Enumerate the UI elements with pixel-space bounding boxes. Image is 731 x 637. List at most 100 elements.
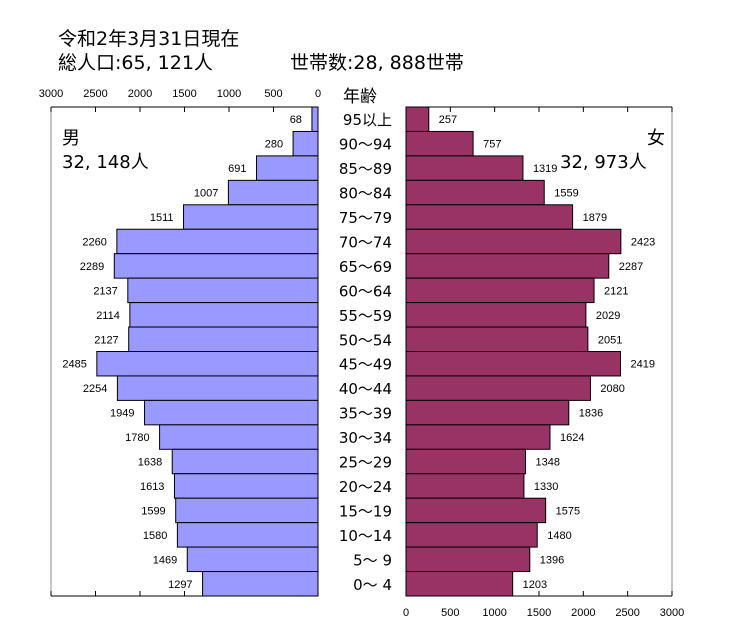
female-value-label: 1575 bbox=[556, 505, 580, 517]
female-bar bbox=[405, 351, 621, 377]
age-group-label: 10～14 bbox=[339, 527, 392, 545]
female-value-label: 1480 bbox=[547, 530, 571, 542]
female-value-label: 2287 bbox=[619, 261, 643, 273]
age-group-label: 80～84 bbox=[339, 185, 392, 203]
male-value-label: 1580 bbox=[143, 530, 167, 542]
male-label: 男 bbox=[62, 128, 80, 149]
female-value-label: 1348 bbox=[536, 457, 560, 469]
male-bar bbox=[183, 204, 319, 230]
male-value-label: 1469 bbox=[153, 554, 177, 566]
age-group-label: 40～44 bbox=[339, 380, 392, 398]
female-value-label: 1319 bbox=[533, 163, 557, 175]
female-value-label: 1203 bbox=[523, 579, 547, 591]
female-value-label: 257 bbox=[439, 114, 457, 126]
age-group-label: 0～ 4 bbox=[353, 576, 392, 594]
age-group-label: 45～49 bbox=[339, 356, 392, 374]
male-value-label: 68 bbox=[290, 114, 302, 126]
female-bar bbox=[405, 228, 622, 255]
male-bar bbox=[129, 302, 319, 328]
male-bar bbox=[176, 522, 319, 548]
age-group-label: 25～29 bbox=[339, 454, 392, 472]
male-value-label: 2485 bbox=[62, 359, 86, 371]
female-value-label: 1559 bbox=[554, 188, 578, 200]
right-tick-label: 3000 bbox=[660, 607, 684, 619]
female-value-label: 2051 bbox=[598, 334, 622, 346]
female-bar bbox=[405, 497, 547, 524]
population-total: 総人口:65, 121人 bbox=[58, 52, 213, 74]
left-tick-label: 1000 bbox=[217, 88, 241, 100]
male-bar bbox=[311, 106, 319, 132]
age-group-label: 95以上 bbox=[343, 111, 392, 129]
left-tick-label: 3000 bbox=[39, 88, 63, 100]
male-value-label: 1780 bbox=[125, 432, 149, 444]
male-value-label: 1511 bbox=[150, 212, 174, 224]
female-bar bbox=[405, 155, 524, 181]
female-value-label: 2419 bbox=[630, 359, 654, 371]
female-bar bbox=[405, 302, 587, 328]
age-group-label: 75～79 bbox=[339, 209, 392, 227]
female-bar bbox=[405, 326, 589, 352]
age-group-label: 50～54 bbox=[339, 331, 392, 349]
male-bar bbox=[173, 473, 319, 499]
age-group-label: 70～74 bbox=[339, 233, 392, 251]
male-bar bbox=[175, 497, 319, 524]
female-bar bbox=[405, 522, 538, 548]
male-value-label: 1007 bbox=[194, 188, 218, 200]
female-bar bbox=[405, 546, 531, 573]
male-value-label: 1297 bbox=[168, 579, 192, 591]
female-bar bbox=[405, 571, 514, 597]
female-bar bbox=[405, 204, 574, 230]
age-axis-label: 年齢 bbox=[343, 87, 377, 107]
male-value-label: 2127 bbox=[94, 334, 118, 346]
age-group-label: 35～39 bbox=[339, 405, 392, 423]
male-value-label: 2137 bbox=[93, 285, 117, 297]
male-bar bbox=[171, 448, 319, 475]
female-value-label: 1396 bbox=[540, 554, 564, 566]
male-bar bbox=[144, 399, 319, 426]
male-bar bbox=[202, 571, 319, 597]
male-bar bbox=[113, 253, 319, 279]
date-title: 令和2年3月31日現在 bbox=[58, 28, 240, 50]
male-value-label: 2254 bbox=[83, 383, 107, 395]
male-value-label: 280 bbox=[265, 139, 283, 151]
right-tick-label: 2000 bbox=[571, 607, 595, 619]
male-value-label: 2289 bbox=[80, 261, 104, 273]
age-group-label: 55～59 bbox=[339, 307, 392, 325]
male-bar bbox=[116, 228, 319, 255]
female-bar bbox=[405, 277, 595, 304]
male-bar bbox=[128, 326, 319, 352]
age-group-label: 60～64 bbox=[339, 282, 392, 300]
female-value-label: 2121 bbox=[604, 285, 628, 297]
female-value-label: 1836 bbox=[579, 408, 603, 420]
male-value-label: 1613 bbox=[140, 481, 164, 493]
right-tick-label: 500 bbox=[441, 607, 459, 619]
female-value-label: 1330 bbox=[534, 481, 558, 493]
male-bar bbox=[227, 179, 319, 206]
female-bar bbox=[405, 424, 551, 450]
right-tick-label: 1500 bbox=[527, 607, 551, 619]
male-bar bbox=[96, 351, 319, 377]
female-value-label: 757 bbox=[483, 139, 501, 151]
female-bar bbox=[405, 106, 430, 132]
female-value-label: 2080 bbox=[600, 383, 624, 395]
age-group-label: 85～89 bbox=[339, 160, 392, 178]
male-bar bbox=[186, 546, 319, 573]
female-bar bbox=[405, 399, 570, 426]
male-value-label: 1949 bbox=[110, 408, 134, 420]
female-bar bbox=[405, 375, 591, 401]
male-value-label: 691 bbox=[228, 163, 246, 175]
right-tick-label: 2500 bbox=[615, 607, 639, 619]
female-bar bbox=[405, 130, 474, 157]
male-bar bbox=[159, 424, 319, 450]
male-value-label: 2114 bbox=[96, 310, 120, 322]
age-group-label: 30～34 bbox=[339, 429, 392, 447]
age-group-label: 90～94 bbox=[339, 136, 392, 154]
female-bar bbox=[405, 448, 527, 475]
age-group-label: 20～24 bbox=[339, 478, 392, 496]
male-total: 32, 148人 bbox=[62, 152, 149, 173]
male-bar bbox=[292, 130, 319, 157]
female-bar bbox=[405, 179, 545, 206]
male-value-label: 1638 bbox=[138, 457, 162, 469]
age-group-label: 65～69 bbox=[339, 258, 392, 276]
